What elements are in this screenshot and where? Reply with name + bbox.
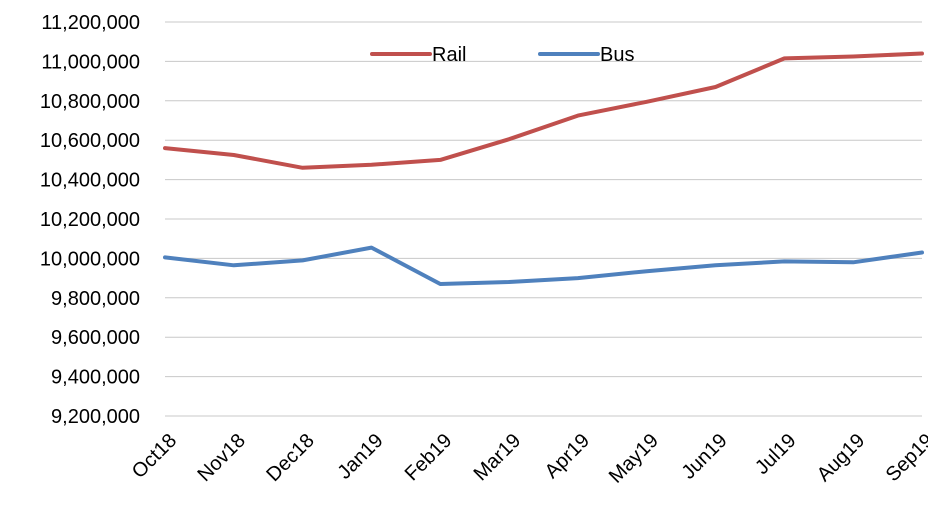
- y-tick-label: 10,000,000: [40, 248, 140, 270]
- gridlines: [165, 21, 922, 417]
- x-tick-label: Mar19: [470, 430, 526, 486]
- y-tick-label: 11,200,000: [41, 12, 140, 34]
- x-tick-label: Nov18: [194, 430, 250, 486]
- series-line-rail: [163, 51, 924, 170]
- series-lines: [163, 51, 924, 286]
- y-tick-label: 9,400,000: [51, 367, 140, 389]
- x-tick-label: Jul19: [751, 430, 800, 479]
- y-tick-label: 9,800,000: [51, 288, 140, 310]
- x-tick-label: Dec18: [262, 430, 318, 486]
- legend-label-bus: Bus: [600, 44, 634, 66]
- x-tick-label: Oct18: [128, 430, 181, 483]
- y-tick-label: 10,400,000: [40, 170, 140, 192]
- y-axis-ticks: 11,200,000 11,000,000 10,800,000 10,600,000…: [40, 12, 140, 428]
- x-tick-label: Jan19: [334, 430, 388, 484]
- x-tick-label: Apr19: [541, 430, 594, 483]
- y-tick-label: 10,200,000: [40, 209, 140, 231]
- x-tick-label: Jun19: [678, 430, 732, 484]
- y-tick-label: 10,600,000: [40, 130, 140, 152]
- x-tick-label: May19: [605, 430, 663, 488]
- legend: Rail Bus: [370, 44, 634, 66]
- x-axis-ticks: Oct18 Nov18 Dec18 Jan19 Feb19 Mar19 Apr19 May19…: [128, 430, 928, 488]
- y-tick-label: 10,800,000: [40, 91, 140, 113]
- series-line-bus: [163, 245, 924, 286]
- y-tick-label: 11,000,000: [41, 51, 140, 73]
- x-tick-label: Aug19: [813, 430, 869, 486]
- legend-label-rail: Rail: [432, 44, 466, 66]
- x-tick-label: Feb19: [401, 430, 457, 486]
- x-tick-label: Sep19: [882, 430, 928, 486]
- y-tick-label: 9,600,000: [51, 327, 140, 349]
- y-tick-label: 9,200,000: [51, 406, 140, 428]
